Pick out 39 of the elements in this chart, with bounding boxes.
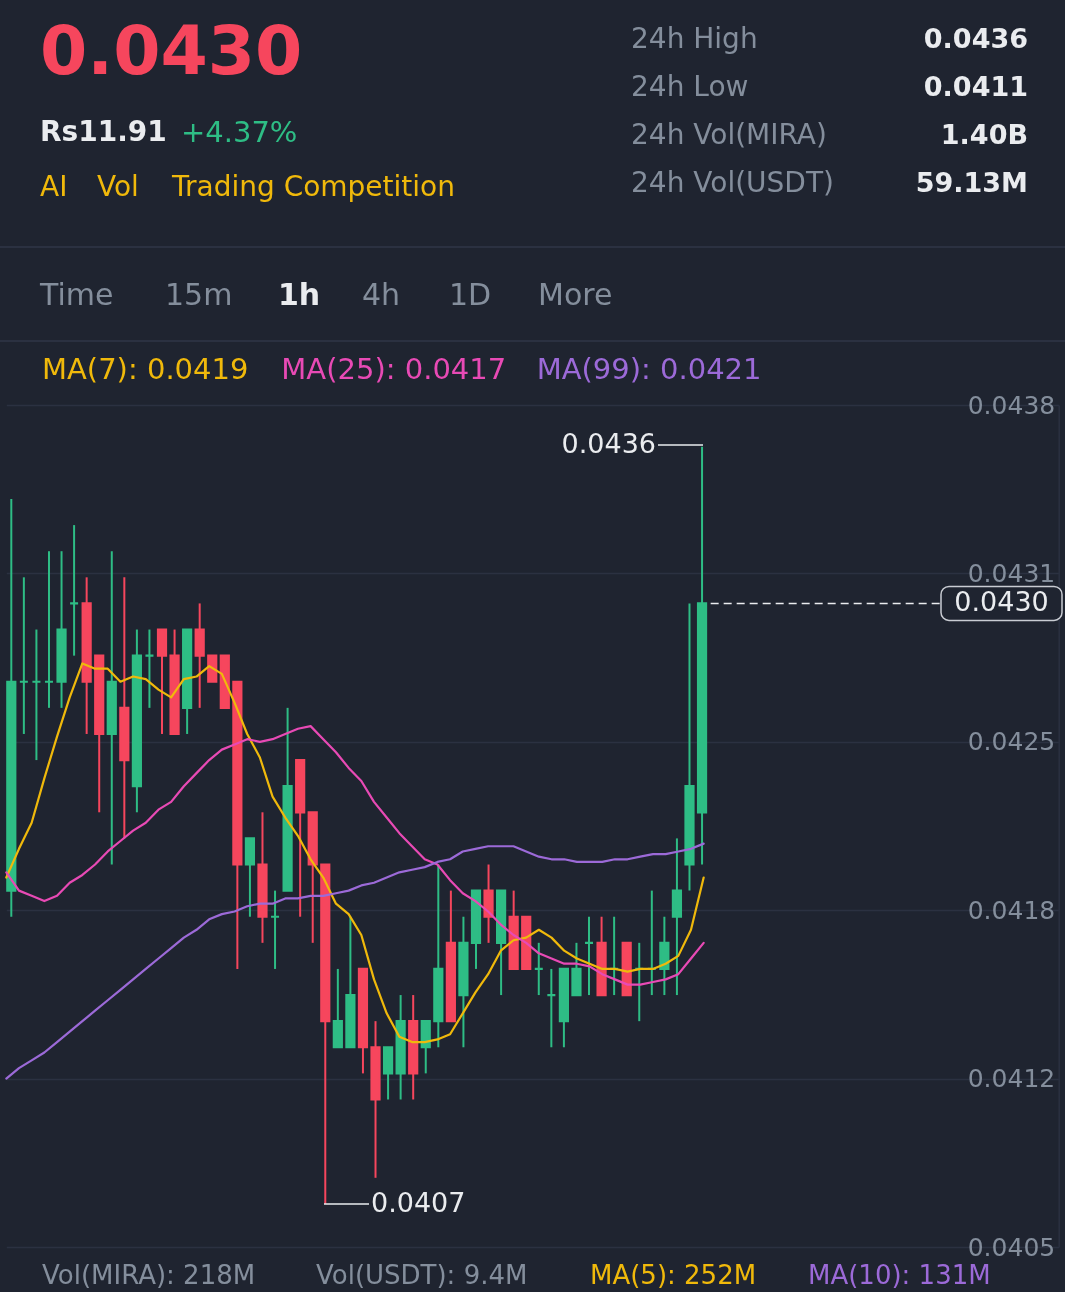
text: 24h Vol(USDT) [631, 166, 834, 199]
annotation: 0.0407 [371, 1187, 466, 1218]
text: 1D [449, 277, 492, 312]
text: 24h Low [631, 70, 749, 103]
text: 0.0411 [923, 71, 1028, 102]
text: 24h High [631, 22, 758, 55]
text: Vol(USDT): 9.4M [316, 1260, 528, 1290]
y-tick-label: 0.0431 [967, 558, 1056, 588]
text: MA(25): 0.0417 [281, 352, 507, 386]
text: AI [40, 170, 68, 203]
text: MA(10): 131M [808, 1260, 991, 1290]
text: 4h [362, 277, 401, 312]
line-series [5, 842, 705, 1080]
text: 1h [278, 277, 321, 312]
text: Time [39, 277, 114, 312]
line-series [5, 662, 705, 1044]
text: 24h Vol(MIRA) [631, 118, 827, 151]
chart-title: 0.0430 [40, 11, 303, 90]
text: MA(7): 0.0419 [42, 352, 249, 386]
y-tick-label: 0.0425 [967, 727, 1056, 757]
y-tick-label: 0.0438 [967, 390, 1056, 420]
y-tick-label: 0.0412 [967, 1064, 1056, 1094]
text: 59.13M [915, 167, 1028, 198]
text: Vol [97, 170, 139, 203]
text: +4.37% [181, 115, 298, 149]
text: 0.0436 [923, 23, 1028, 54]
y-tick-label: 0.0418 [967, 895, 1056, 925]
annotation: 0.0436 [561, 428, 656, 459]
text: Vol(MIRA): 218M [42, 1260, 256, 1290]
text: Trading Competition [171, 170, 455, 203]
chart-subtitle: Rs11.91 [40, 115, 167, 148]
line-series [5, 725, 705, 986]
text: 15m [165, 277, 233, 312]
y-tick-label: 0.0405 [967, 1232, 1056, 1262]
ref-line-label: 0.0430 [954, 586, 1049, 618]
text: MA(99): 0.0421 [536, 352, 762, 386]
text: 1.40B [940, 119, 1028, 150]
text: MA(5): 252M [590, 1260, 757, 1290]
text: More [538, 277, 613, 312]
